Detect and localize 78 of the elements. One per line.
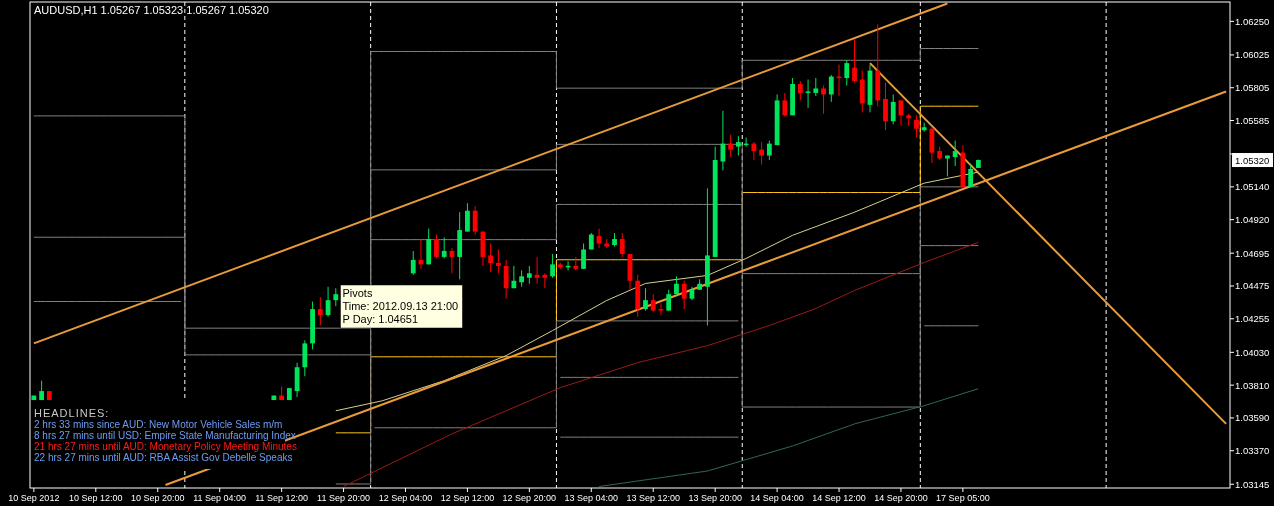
x-tick-label: 12 Sep 12:00: [440, 493, 495, 503]
candlestick: [751, 141, 757, 161]
y-tick-label: 1.04920: [1235, 214, 1270, 226]
x-tick-label: 11 Sep 12:00: [255, 493, 309, 503]
candlestick: [797, 80, 803, 101]
candlestick: [805, 79, 811, 109]
line-series: [335, 171, 979, 412]
candlestick: [643, 287, 648, 312]
y-tick-label: 1.03810: [1235, 379, 1270, 391]
annotation: 8 hrs 27 mins until USD: Empire State Manufacturing Index: [34, 430, 296, 441]
candlestick: [410, 250, 416, 276]
x-tick-label: 13 Sep 12:00: [626, 493, 681, 503]
annotation: Pivots: [342, 287, 373, 299]
y-tick-label: 1.04695: [1235, 247, 1270, 259]
candlestick: [434, 234, 439, 259]
candlestick: [681, 280, 687, 310]
candlestick: [859, 70, 865, 113]
candlestick: [302, 339, 308, 377]
x-tick-label: 10 Sep 2012: [8, 493, 60, 503]
y-tick-label: 1.05805: [1235, 82, 1270, 94]
y-tick-label: 1.05585: [1235, 115, 1270, 127]
x-tick-label: 10 Sep 12:00: [69, 493, 123, 503]
candlestick: [317, 296, 323, 326]
x-tick-label: 10 Sep 20:00: [130, 493, 185, 503]
candlestick: [581, 243, 586, 270]
candlestick: [852, 38, 857, 83]
y-tick-label: 1.03590: [1235, 412, 1270, 424]
candlestick: [728, 134, 734, 158]
y-tick-label: 1.04255: [1235, 313, 1270, 325]
candlestick: [766, 140, 772, 161]
candlestick: [619, 232, 625, 258]
x-tick-label: 12 Sep 20:00: [502, 493, 557, 503]
candlestick: [441, 237, 447, 259]
candlestick: [782, 92, 788, 118]
line-series: [343, 241, 979, 488]
candlestick: [914, 114, 919, 139]
annotation: Time: 2012.09.13 21:00: [342, 300, 459, 312]
x-tick-label: 11 Sep 04:00: [193, 493, 247, 503]
candlestick: [495, 248, 501, 274]
candlestick: [472, 205, 478, 236]
x-tick-label: 17 Sep 05:00: [936, 493, 990, 503]
annotation: 2 hrs 33 mins since AUD: New Motor Vehicle Sales m/m: [34, 419, 283, 430]
candlestick: [890, 93, 896, 125]
chart-title: AUDUSD,H1 1.05267 1.05323 1.05267 1.05320: [34, 4, 269, 16]
x-tick-label: 14 Sep 04:00: [750, 493, 804, 503]
y-tick-label: 1.06025: [1235, 49, 1270, 61]
candlestick: [735, 135, 741, 157]
x-tick-label: 13 Sep 20:00: [688, 493, 742, 503]
candlestick: [488, 243, 494, 273]
y-tick-label: 1.03370: [1235, 445, 1270, 457]
x-tick-label: 14 Sep 20:00: [874, 493, 928, 503]
candlestick: [883, 82, 888, 131]
annotation: 21 hrs 27 mins until AUD: Monetary Policy Meeting Minutes: [34, 441, 297, 452]
annotation: 22 hrs 27 mins until AUD: RBA Assist Gov Debelle Speaks: [34, 452, 293, 463]
annotation: P Day: 1.04651: [342, 313, 419, 325]
annotation: HEADLINES:: [34, 407, 110, 419]
candlestick: [952, 140, 958, 167]
y-tick-label: 1.04475: [1235, 280, 1270, 292]
y-tick-label: 1.06250: [1235, 15, 1270, 27]
candlestick: [759, 141, 765, 165]
x-tick-label: 13 Sep 04:00: [564, 493, 619, 503]
y-tick-label: 1.03145: [1235, 478, 1270, 490]
y-tick-label: 1.04030: [1235, 346, 1270, 358]
x-tick-label: 11 Sep 20:00: [317, 493, 370, 503]
candlestick: [503, 259, 509, 300]
candlestick: [550, 253, 555, 279]
y-tick-label: 1.05140: [1235, 181, 1270, 193]
candlestick: [828, 74, 834, 103]
candlestick: [844, 59, 850, 86]
candlestick: [821, 84, 826, 115]
candlestick: [968, 164, 974, 188]
candlestick: [658, 302, 664, 316]
x-tick-label: 12 Sep 04:00: [378, 493, 433, 503]
annotation: 1.05320: [1235, 154, 1270, 166]
candlestick: [666, 289, 672, 312]
line-series: [598, 388, 979, 488]
candlestick: [465, 202, 470, 233]
x-tick-label: 14 Sep 12:00: [812, 493, 866, 503]
